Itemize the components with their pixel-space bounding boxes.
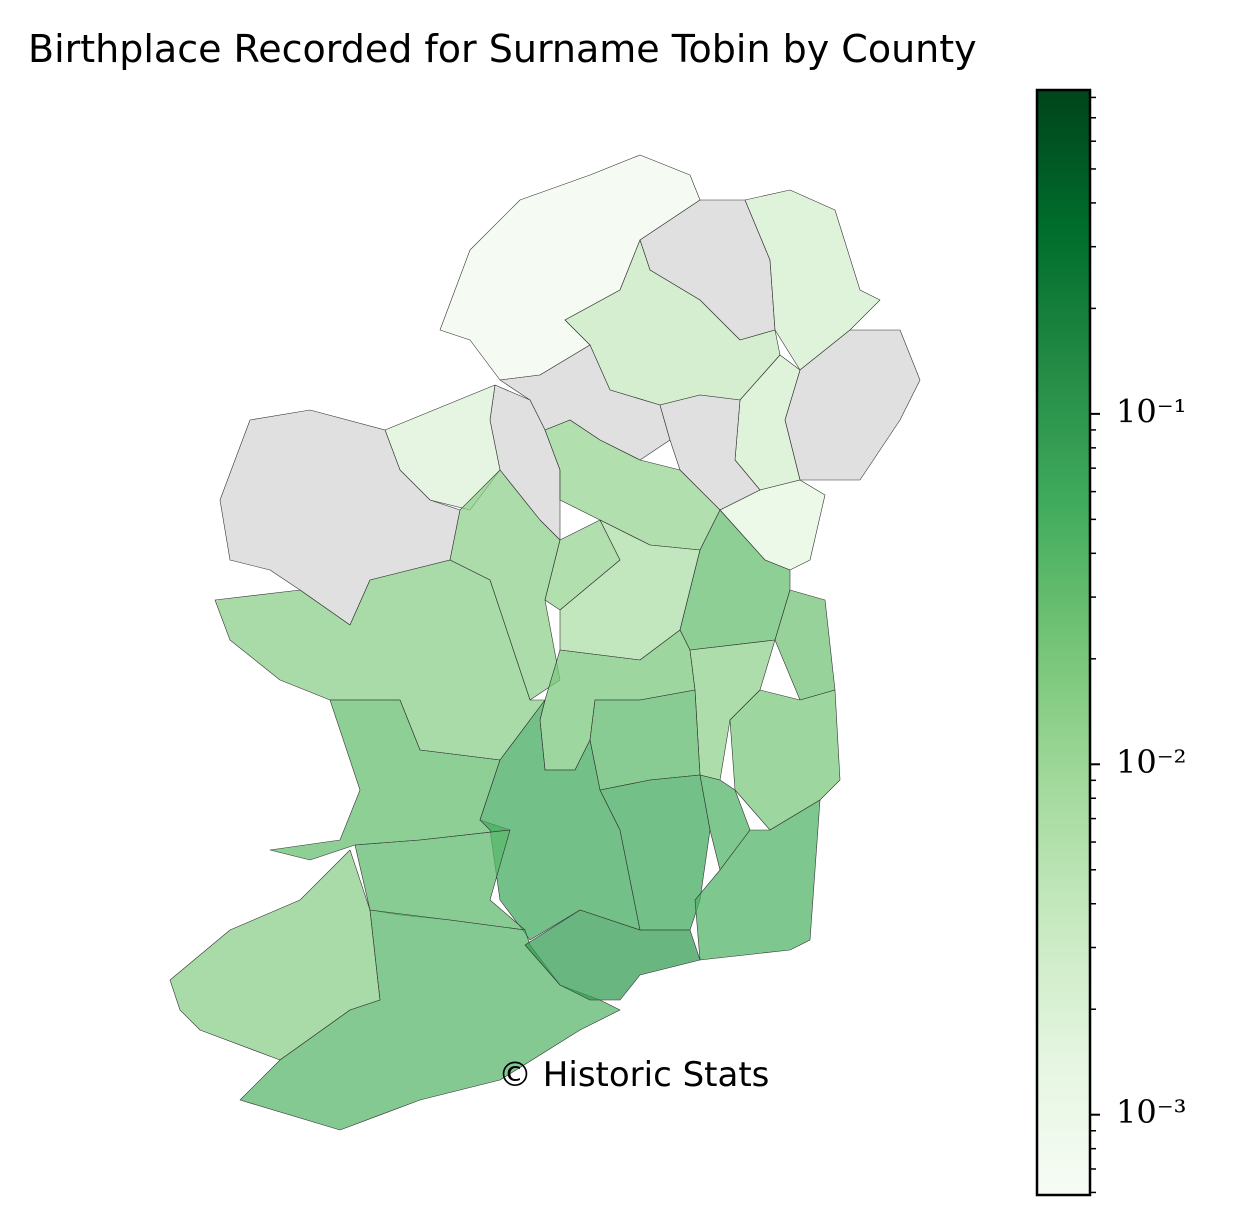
annotation: © Historic Stats bbox=[498, 1055, 769, 1095]
county bbox=[524, 909, 701, 1001]
colorbar bbox=[1035, 88, 1092, 1197]
map bbox=[169, 154, 921, 1131]
county bbox=[729, 689, 841, 831]
county bbox=[214, 559, 546, 761]
county bbox=[589, 689, 701, 791]
chart-title: Birthplace Recorded for Surname Tobin by… bbox=[28, 27, 977, 71]
colorbar-axis: 10⁻³ 10⁻² 10⁻¹ bbox=[1090, 96, 1186, 1194]
county bbox=[694, 799, 821, 961]
y-tick-label: 10⁻² bbox=[1116, 743, 1186, 781]
y-tick-label: 10⁻³ bbox=[1116, 1093, 1186, 1131]
county bbox=[744, 189, 881, 371]
y-tick-label: 10⁻¹ bbox=[1116, 392, 1186, 430]
